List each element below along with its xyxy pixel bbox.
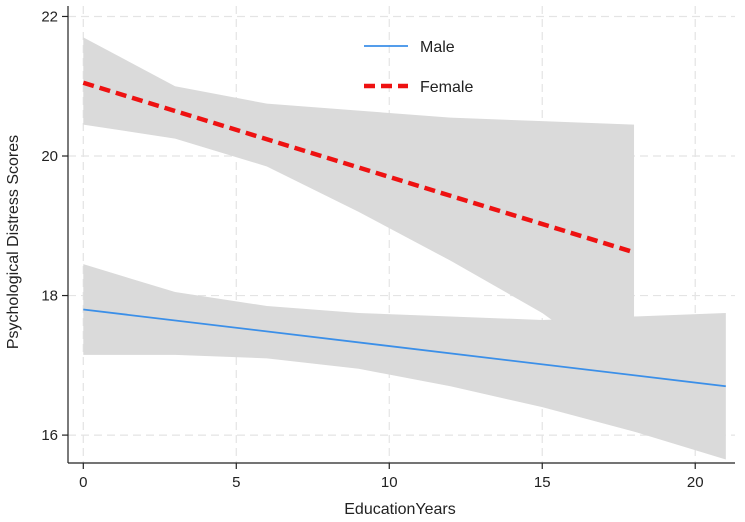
x-axis-title: EducationYears [344,501,456,518]
x-tick-label: 0 [79,474,87,491]
confidence-bands [83,37,726,460]
x-tick-label: 10 [381,474,398,491]
legend: Male Female [364,39,473,96]
y-tick-label: 20 [41,148,58,165]
ci-band-male [83,264,726,460]
series-line-male [83,308,726,388]
x-tick-label: 20 [687,474,704,491]
legend-label-female: Female [420,79,473,96]
x-tick-label: 5 [232,474,240,491]
series-lines [82,80,726,388]
y-tick-label: 22 [41,8,58,25]
series-line-female [82,80,635,255]
axes: 0 5 10 15 20 16 18 20 22 [41,6,735,491]
legend-label-male: Male [420,39,455,56]
y-tick-label: 16 [41,427,58,444]
y-axis-title: Psychological Distress Scores [5,135,22,349]
x-tick-label: 15 [534,474,551,491]
y-tick-label: 18 [41,288,58,305]
